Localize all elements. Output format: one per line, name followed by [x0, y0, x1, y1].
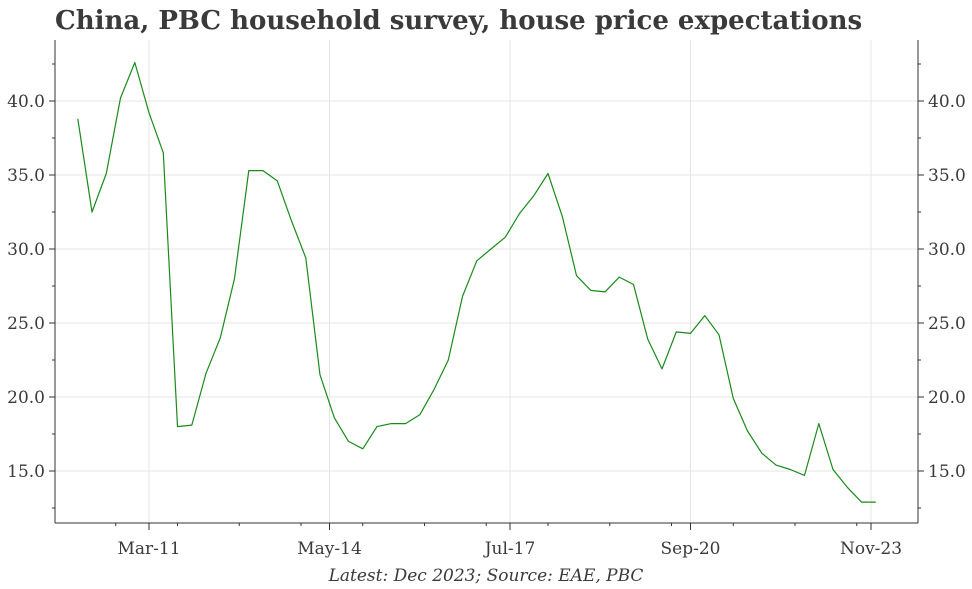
y-tick-label-left: 30.0: [7, 240, 45, 260]
series-layer: [77, 61, 876, 503]
x-tick-label: Jul-17: [483, 539, 536, 559]
y-tick-label-right: 30.0: [928, 240, 966, 260]
y-tick-label-right: 20.0: [928, 388, 966, 408]
y-tick-label-left: 15.0: [7, 462, 45, 482]
y-tick-label-right: 40.0: [928, 92, 966, 112]
tick-labels: 15.0 15.0 20.0 20.0 25.0 25.0 30.0 30.0 35.0 35.0…: [7, 92, 966, 559]
axes: [49, 40, 924, 530]
series-line: [77, 61, 876, 503]
x-tick-label: Mar-11: [117, 539, 180, 559]
y-tick-label-left: 35.0: [7, 166, 45, 186]
y-tick-label-right: 15.0: [928, 462, 966, 482]
gridlines: [55, 40, 918, 523]
x-tick-label: Sep-20: [661, 539, 721, 559]
y-tick-label-left: 20.0: [7, 388, 45, 408]
y-tick-label-left: 40.0: [7, 92, 45, 112]
chart-caption: Latest: Dec 2023; Source: EAE, PBC: [328, 566, 644, 586]
chart-title: China, PBC household survey, house price…: [55, 6, 863, 36]
y-tick-label-left: 25.0: [7, 314, 45, 334]
y-tick-label-right: 35.0: [928, 166, 966, 186]
y-tick-label-right: 25.0: [928, 314, 966, 334]
x-tick-label: Nov-23: [840, 539, 902, 559]
x-tick-label: May-14: [297, 539, 362, 559]
